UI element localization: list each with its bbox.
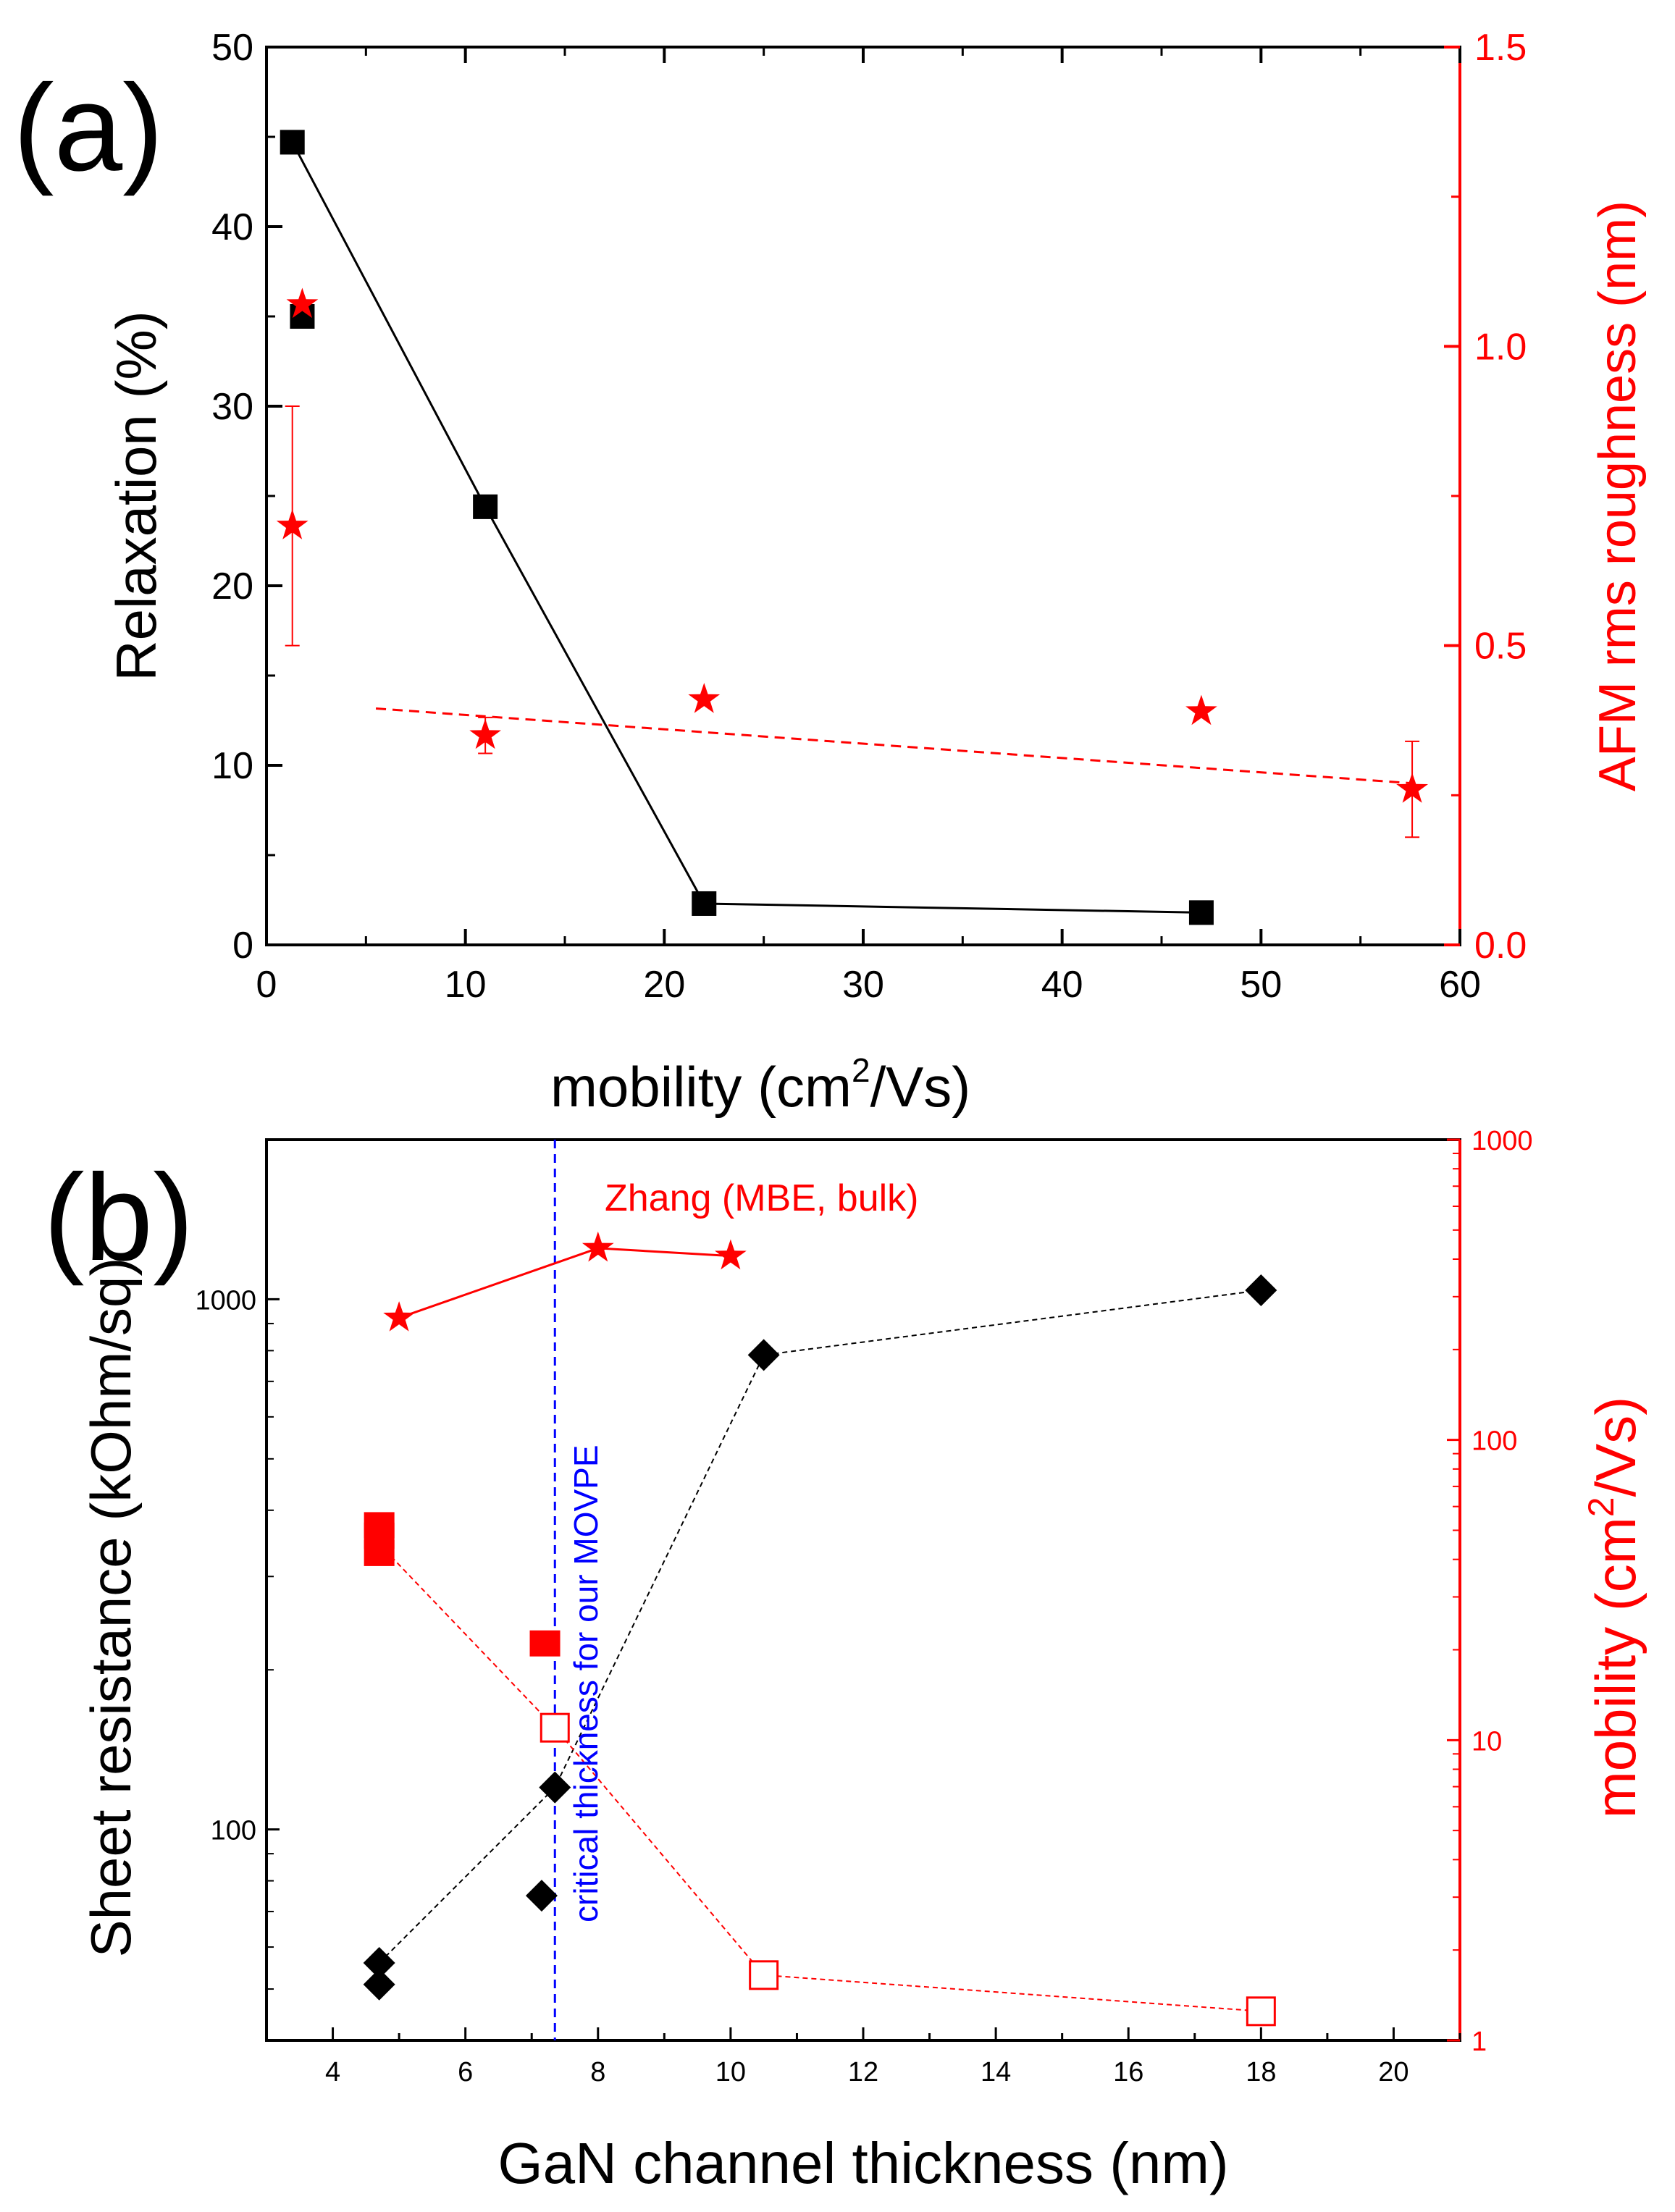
critical-thickness-annotation: critical thickness for our MOVPE [567,1444,605,1922]
b-series-line [378,1543,1262,2012]
a-x-tick-label: 30 [842,964,884,1006]
a-series-line [291,141,1201,914]
a-y-left-tick-label: 50 [211,27,253,69]
b-y-left-tick-label: 1000 [195,1285,256,1316]
panel-b: 4 6 8 10 12 14 16 18 20 100 1000 1 10 100 1000 (b) GaN… [43,1126,1647,2195]
b-y-right-tick-label: 1 [1472,2027,1487,2057]
b-point-star [582,1231,614,1262]
b-point-open-square [749,1960,779,1990]
a-point-star [688,683,721,713]
b-x-tick-label: 8 [590,2057,605,2087]
a-x-tick-label: 50 [1240,964,1282,1006]
b-point-filled-rect [364,1512,395,1539]
a-series-line [375,707,1413,785]
b-series-line [378,1289,1262,1964]
a-point-star [469,718,501,749]
panel-b-left-axis-title: Sheet resistance (kOhm/sq) [79,1258,143,1958]
b-series-line [398,1247,731,1319]
a-y-left-tick-label: 10 [211,745,253,787]
b-x-tick-label: 10 [715,2057,746,2087]
b-x-tick-label: 12 [848,2057,878,2087]
a-x-tick-label: 20 [643,964,685,1006]
b-point-diamond [1245,1274,1277,1306]
b-point-diamond [747,1339,780,1371]
a-y-right-tick-label: 0.0 [1474,925,1527,967]
panel-b-x-axis-title: GaN channel thickness (nm) [498,2131,1228,2195]
a-point-star [276,509,308,539]
panel-a-x-axis-title: mobility (cm2/Vs) [550,1051,970,1119]
b-x-tick-label: 6 [458,2057,473,2087]
b-point-open-square [1246,1996,1276,2027]
b-point-star [715,1239,747,1270]
a-x-tick-label: 10 [445,964,487,1006]
b-y-right-tick-label: 100 [1472,1426,1517,1457]
a-point-star [1185,694,1217,726]
a-y-left-tick-label: 30 [211,386,253,428]
a-point-star [286,287,319,319]
a-point-square [473,494,498,519]
a-y-left-tick-label: 20 [211,565,253,607]
panel-b-label: (b) [43,1149,194,1287]
b-x-tick-label: 14 [981,2057,1011,2087]
b-point-diamond [539,1771,571,1804]
b-x-tick-label: 4 [325,2057,340,2087]
b-point-filled-rect [529,1630,561,1657]
b-y-left-tick-label: 100 [211,1816,256,1846]
b-x-tick-label: 18 [1246,2057,1276,2087]
b-point-open-square [540,1712,570,1743]
a-point-square [1188,900,1214,925]
b-point-diamond [525,1880,558,1912]
panel-b-right-axis-title: mobility (cm2/Vs) [1581,1397,1647,1819]
a-y-left-tick-label: 0 [232,925,253,967]
a-y-left-tick-label: 40 [211,206,253,248]
b-point-star [383,1301,415,1332]
a-x-tick-label: 40 [1041,964,1083,1006]
zhang-annotation: Zhang (MBE, bulk) [605,1177,919,1219]
b-x-tick-label: 20 [1378,2057,1409,2087]
a-y-right-tick-label: 1.5 [1474,27,1527,69]
panel-a-frame [265,46,1461,946]
a-x-tick-label: 0 [256,964,277,1006]
panel-a: 0 10 20 30 40 50 60 0 10 20 30 40 50 0.0 0.5 1.0 1.5 (a)… [13,27,1647,1119]
a-y-right-tick-label: 0.5 [1474,626,1527,668]
a-x-tick-label: 60 [1439,964,1481,1006]
a-y-right-tick-label: 1.0 [1474,326,1527,368]
b-y-right-tick-label: 10 [1472,1726,1502,1757]
panel-a-label: (a) [13,59,164,197]
panel-b-frame [265,1138,1461,2042]
a-point-star [1396,773,1428,803]
a-point-square [692,891,717,916]
panel-a-right-axis-title: AFM rms roughness (nm) [1589,201,1647,791]
a-point-square [280,130,305,155]
b-x-tick-label: 16 [1113,2057,1143,2087]
panel-a-left-axis-title: Relaxation (%) [104,311,168,681]
b-point-diamond [363,1947,395,1980]
b-point-diamond [363,1968,395,2001]
b-y-right-tick-label: 1000 [1472,1126,1533,1156]
